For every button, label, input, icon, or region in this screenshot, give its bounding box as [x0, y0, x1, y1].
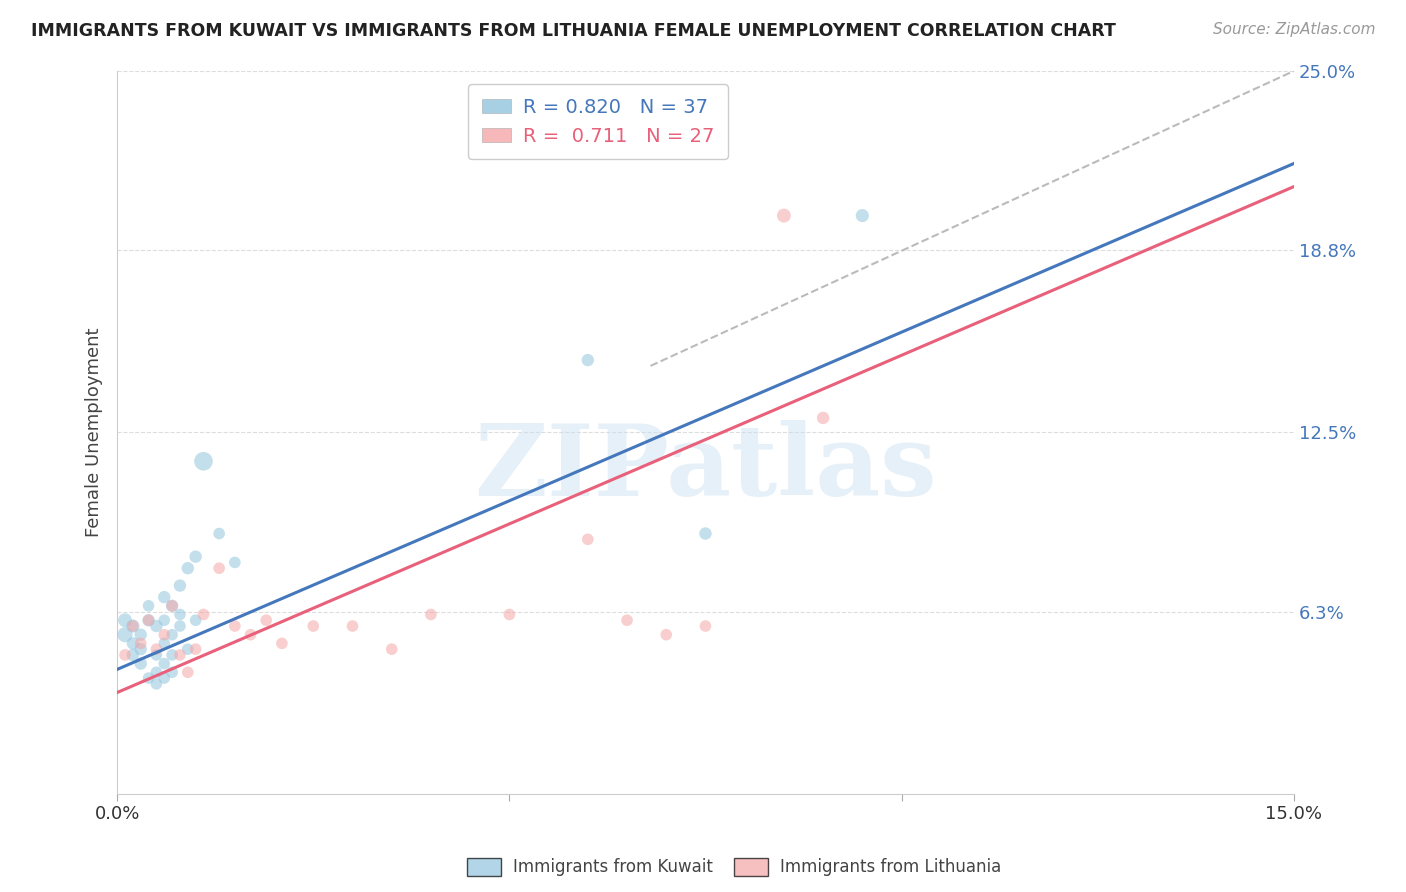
Point [129, 642, 152, 657]
Point [153, 613, 176, 627]
Point [224, 619, 246, 633]
Point [129, 657, 152, 671]
Point [239, 628, 262, 642]
Point [208, 561, 231, 575]
Point [169, 578, 191, 592]
Point [616, 613, 638, 627]
Point [153, 671, 176, 685]
Point [160, 665, 183, 680]
Point [193, 607, 215, 622]
Point [655, 628, 678, 642]
Point [160, 599, 183, 613]
Point [114, 628, 136, 642]
Point [122, 619, 145, 633]
Point [153, 590, 176, 604]
Text: IMMIGRANTS FROM KUWAIT VS IMMIGRANTS FROM LITHUANIA FEMALE UNEMPLOYMENT CORRELAT: IMMIGRANTS FROM KUWAIT VS IMMIGRANTS FRO… [31, 22, 1116, 40]
Point [773, 209, 796, 223]
Point [138, 599, 160, 613]
Point [169, 607, 191, 622]
Text: Immigrants from Kuwait: Immigrants from Kuwait [513, 858, 713, 876]
Text: Source: ZipAtlas.com: Source: ZipAtlas.com [1212, 22, 1375, 37]
Point [145, 619, 167, 633]
Point [184, 613, 207, 627]
Point [138, 613, 160, 627]
Point [271, 636, 294, 650]
Point [169, 648, 191, 662]
Point [114, 613, 136, 627]
Point [122, 636, 145, 650]
Point [184, 642, 207, 657]
Point [145, 642, 167, 657]
Point [129, 636, 152, 650]
Point [145, 648, 167, 662]
Point [169, 619, 191, 633]
Point [811, 411, 834, 425]
Text: Immigrants from Lithuania: Immigrants from Lithuania [780, 858, 1001, 876]
Point [419, 607, 441, 622]
Point [138, 671, 160, 685]
Point [177, 665, 200, 680]
Point [129, 628, 152, 642]
Point [193, 454, 215, 468]
Point [122, 648, 145, 662]
Point [177, 642, 200, 657]
Point [145, 677, 167, 691]
Point [208, 526, 231, 541]
Point [160, 628, 183, 642]
Point [254, 613, 277, 627]
Point [160, 599, 183, 613]
Point [498, 607, 520, 622]
Point [114, 648, 136, 662]
Point [153, 628, 176, 642]
Point [153, 636, 176, 650]
Point [851, 209, 873, 223]
Point [160, 648, 183, 662]
Point [145, 665, 167, 680]
Point [302, 619, 325, 633]
Point [153, 657, 176, 671]
Point [177, 561, 200, 575]
Point [184, 549, 207, 564]
Text: ZIPatlas: ZIPatlas [474, 420, 936, 517]
Point [224, 556, 246, 570]
Point [576, 533, 599, 547]
Point [138, 613, 160, 627]
Point [695, 619, 717, 633]
Point [342, 619, 364, 633]
Point [122, 619, 145, 633]
Point [576, 353, 599, 368]
Legend: R = 0.820   N = 37, R =  0.711   N = 27: R = 0.820 N = 37, R = 0.711 N = 27 [468, 85, 727, 160]
Point [381, 642, 404, 657]
Point [695, 526, 717, 541]
Y-axis label: Female Unemployment: Female Unemployment [86, 327, 103, 537]
